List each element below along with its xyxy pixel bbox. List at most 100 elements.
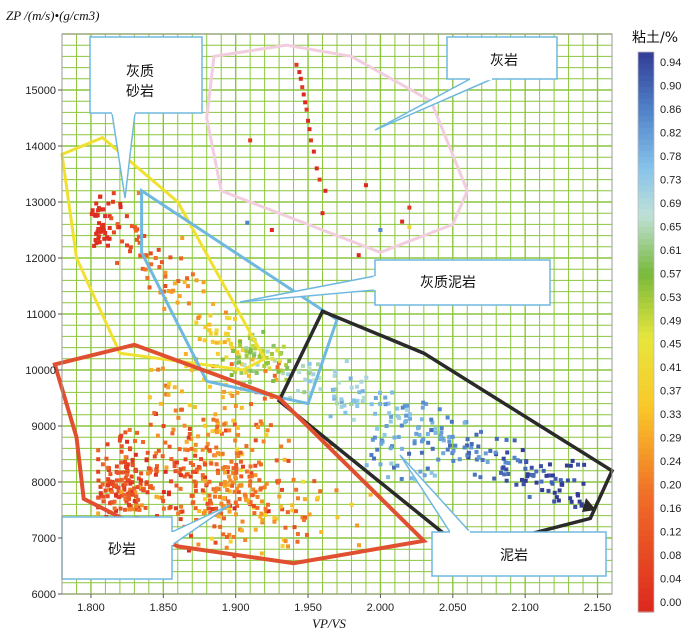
data-point-calcareous-mudstone — [255, 362, 260, 367]
data-point-calcareous-sandstone — [225, 315, 230, 320]
data-point-calcareous-sandstone — [232, 316, 237, 321]
data-point-sandstone — [154, 464, 159, 469]
data-point-sandstone — [183, 447, 188, 452]
data-point-sandstone — [116, 485, 121, 490]
data-point-mudstone — [441, 451, 446, 456]
data-point-mudstone — [408, 416, 413, 421]
data-point-mudstone — [447, 439, 452, 444]
data-point-calcareous-sandstone — [142, 234, 147, 239]
colorbar-segment — [638, 92, 654, 100]
data-point-mudstone — [409, 476, 414, 481]
colorbar-segment — [638, 133, 654, 141]
data-point-calcareous-sandstone — [93, 237, 98, 242]
data-point-calcareous-sandstone — [186, 301, 191, 306]
data-point-mudstone — [348, 376, 353, 381]
data-point-sandstone — [173, 408, 178, 413]
data-point-mudstone — [499, 470, 504, 475]
data-point-sandstone — [304, 532, 309, 537]
data-point-sandstone — [189, 446, 194, 451]
data-point-mudstone — [538, 464, 543, 469]
data-point-sandstone — [220, 466, 225, 471]
colorbar-tick-label: 0.41 — [660, 362, 681, 374]
data-point-mudstone — [337, 380, 342, 385]
data-point-calcareous-mudstone — [281, 371, 286, 376]
colorbar-segment — [638, 343, 654, 351]
colorbar-segment — [638, 483, 654, 491]
data-point-mudstone — [306, 371, 311, 376]
colorbar-tick-label: 0.29 — [660, 433, 681, 445]
data-point-sandstone — [229, 459, 234, 464]
data-point-sandstone — [186, 435, 191, 440]
callout-label-calcareous-mudstone: 灰质泥岩 — [420, 275, 476, 291]
data-point-sandstone — [221, 532, 226, 537]
data-point-sandstone — [275, 365, 280, 370]
data-point-calcareous-sandstone — [120, 239, 125, 244]
colorbar-tick-label: 0.65 — [660, 221, 681, 233]
data-point-sandstone — [355, 523, 360, 528]
data-point-calcareous-sandstone — [159, 260, 164, 265]
data-point-mudstone — [372, 435, 377, 440]
data-point-sandstone — [202, 497, 207, 502]
data-point-mudstone — [373, 395, 378, 400]
data-point-calcareous-mudstone — [244, 346, 249, 351]
data-point-calcareous-mudstone — [220, 357, 225, 362]
colorbar-segment — [638, 279, 654, 286]
data-point-sandstone — [234, 466, 239, 471]
data-point-mudstone — [469, 442, 474, 447]
colorbar-segment — [638, 308, 654, 316]
colorbar-segment — [638, 186, 654, 193]
data-point-mudstone — [395, 463, 400, 468]
data-point-mudstone — [421, 437, 426, 442]
data-point-calcareous-sandstone — [128, 245, 133, 250]
data-point-sandstone — [167, 444, 172, 449]
data-point-calcareous-sandstone — [103, 214, 108, 219]
data-point-calcareous-sandstone — [143, 267, 148, 272]
data-point-calcareous-mudstone — [265, 360, 270, 365]
data-point-sandstone — [193, 448, 198, 453]
colorbar-segment — [638, 75, 654, 82]
data-point-sandstone — [231, 471, 236, 476]
data-point-sandstone — [233, 438, 238, 443]
data-point-sandstone — [133, 468, 138, 473]
data-point-calcareous-sandstone — [210, 339, 215, 344]
colorbar-tick-label: 0.33 — [660, 409, 681, 421]
data-point-mudstone — [544, 473, 549, 478]
data-point-calcareous-sandstone — [163, 274, 168, 279]
data-point-sandstone — [225, 488, 230, 493]
data-point-sandstone — [231, 418, 236, 423]
data-point-mudstone — [478, 475, 483, 480]
data-point-sandstone — [118, 478, 123, 483]
data-point-mudstone — [439, 430, 444, 435]
data-point-limestone — [245, 220, 250, 225]
data-point-mudstone — [534, 469, 539, 474]
data-point-sandstone — [179, 504, 184, 509]
data-point-sandstone — [167, 381, 172, 386]
data-point-sandstone — [191, 462, 196, 467]
data-point-mudstone — [307, 361, 312, 366]
data-point-sandstone — [203, 475, 208, 480]
colorbar-segment — [638, 98, 654, 106]
data-point-calcareous-sandstone — [96, 208, 101, 213]
data-point-mudstone — [483, 451, 488, 456]
data-point-mudstone — [397, 416, 402, 421]
data-point-sandstone — [126, 502, 131, 507]
data-point-sandstone — [209, 461, 214, 466]
colorbar-segment — [638, 127, 654, 135]
data-point-mudstone — [332, 373, 337, 378]
data-point-mudstone — [438, 435, 443, 440]
colorbar-segment — [638, 314, 654, 321]
data-point-calcareous-sandstone — [190, 272, 195, 277]
data-point-mudstone — [502, 472, 507, 477]
data-point-calcareous-sandstone — [96, 236, 101, 241]
data-point-sandstone — [295, 539, 300, 544]
data-point-sandstone — [217, 429, 222, 434]
data-point-sandstone — [247, 474, 252, 479]
data-point-sandstone — [183, 457, 188, 462]
data-point-sandstone — [227, 509, 232, 514]
data-point-limestone — [303, 100, 308, 105]
data-point-mudstone — [539, 479, 544, 484]
data-point-sandstone — [258, 462, 263, 467]
data-point-calcareous-mudstone — [238, 343, 243, 348]
data-point-mudstone — [569, 499, 574, 504]
data-point-sandstone — [125, 470, 130, 475]
